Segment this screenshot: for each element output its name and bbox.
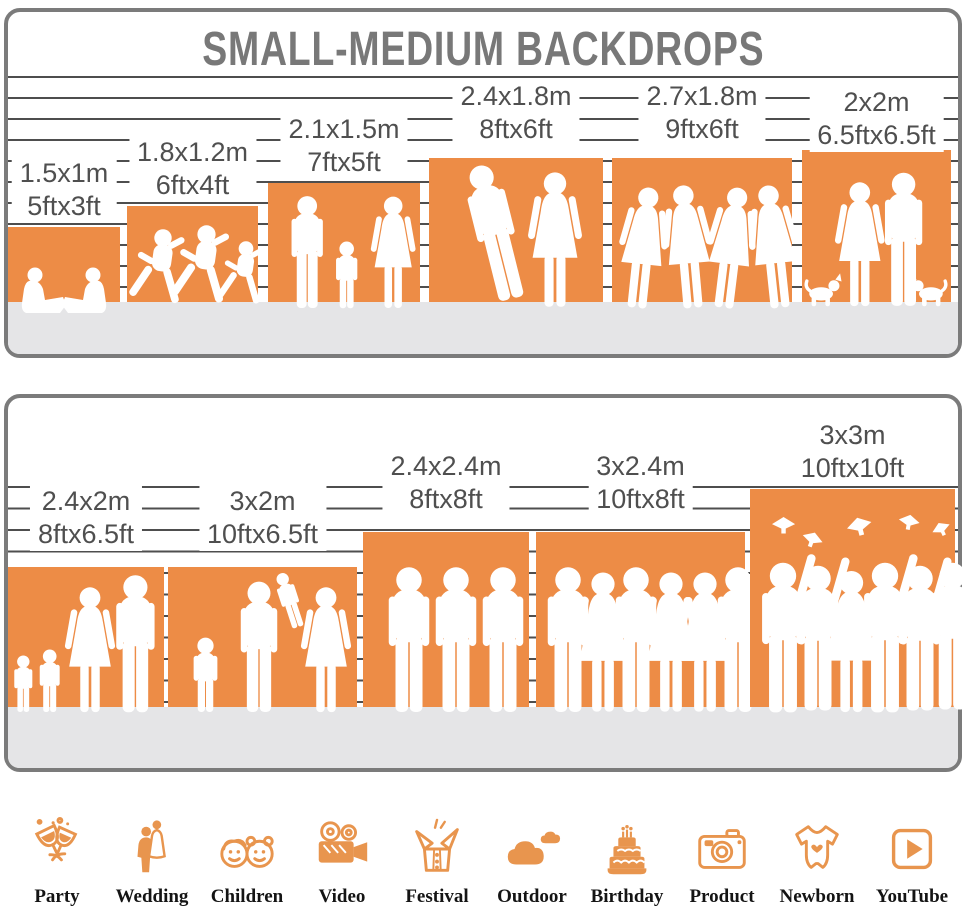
page-title: SMALL-MEDIUM BACKDROPS xyxy=(201,23,765,76)
category-label: Birthday xyxy=(590,886,664,907)
category-label: Wedding xyxy=(115,886,189,907)
three-men-silhouette xyxy=(388,567,524,712)
backdrop-2-4x2m: 2.4x2m 8ftx6.5ft xyxy=(8,485,164,713)
size-meters: 2.4x2m xyxy=(29,485,143,518)
couple-with-dogs-silhouette xyxy=(804,172,948,308)
size-label: 3x3m 10ftx10ft xyxy=(792,419,913,485)
category-label: Party xyxy=(34,886,80,907)
size-label: 2.7x1.8m 9ftx6ft xyxy=(638,80,766,146)
category-label: YouTube xyxy=(875,886,949,907)
floor-strip xyxy=(8,707,958,768)
backdrop-2-4x2-4m: 2.4x2.4m 8ftx8ft xyxy=(363,450,529,712)
backdrop-2-4x1-8m: 2.4x1.8m 8ftx6ft xyxy=(429,80,603,307)
backdrop-2-7x1-8m: 2.7x1.8m 9ftx6ft xyxy=(612,80,806,311)
category-birthday: Birthday xyxy=(580,798,674,908)
family-lifting-child-silhouette xyxy=(193,570,352,713)
size-meters: 2.4x2.4m xyxy=(382,450,510,483)
category-festival: Festival xyxy=(390,798,484,908)
size-feet: 10ftx8ft xyxy=(588,483,693,516)
size-label: 3x2.4m 10ftx8ft xyxy=(588,450,693,516)
size-meters: 1.5x1m xyxy=(11,157,117,190)
size-label: 3x2m 10ftx6.5ft xyxy=(198,485,327,551)
size-meters: 2.4x1.8m xyxy=(452,80,580,113)
size-feet: 6.5ftx6.5ft xyxy=(809,119,944,152)
small-medium-panel: SMALL-MEDIUM BACKDROPS 1.5x1m 5ftx3ft 1.… xyxy=(4,8,962,358)
children-reading-silhouette xyxy=(21,267,107,313)
size-meters: 3x3m xyxy=(792,419,913,452)
category-outdoor: Outdoor xyxy=(485,798,579,908)
size-label: 2.4x2m 8ftx6.5ft xyxy=(29,485,143,551)
backdrop-1-8x1-2m: 1.8x1.2m 6ftx4ft xyxy=(127,136,266,305)
category-children: Children xyxy=(200,798,294,908)
size-label: 2.4x1.8m 8ftx6ft xyxy=(452,80,580,146)
size-feet: 8ftx6.5ft xyxy=(29,518,143,551)
outdoor-clouds-icon xyxy=(507,831,561,865)
children-faces-icon xyxy=(220,835,274,868)
size-feet: 8ftx8ft xyxy=(382,483,510,516)
size-meters: 1.8x1.2m xyxy=(128,136,257,169)
backdrop-2-1x1-5m: 2.1x1.5m 7ftx5ft xyxy=(268,113,420,309)
category-label: Product xyxy=(689,886,755,907)
size-label: 1.5x1m 5ftx3ft xyxy=(11,157,117,223)
category-label: Newborn xyxy=(779,886,855,907)
group-of-friends-silhouette xyxy=(547,567,759,712)
size-feet: 10ftx10ft xyxy=(792,452,913,485)
newborn-onesie-icon xyxy=(795,825,839,869)
floor-strip xyxy=(8,302,958,354)
backdrop-3x3m: 3x3m 10ftx10ft xyxy=(750,419,955,707)
category-label: Video xyxy=(318,886,366,907)
wedding-couple-icon xyxy=(137,820,166,873)
size-meters: 2.1x1.5m xyxy=(280,113,408,146)
category-row: Party Wedding xyxy=(0,798,969,908)
dancing-girls-silhouette xyxy=(612,182,806,311)
birthday-cake-icon xyxy=(607,824,647,875)
category-label: Festival xyxy=(405,886,469,907)
wedding-couple-silhouette xyxy=(460,161,583,307)
size-label: 1.8x1.2m 6ftx4ft xyxy=(128,136,257,202)
size-feet: 5ftx3ft xyxy=(11,190,117,223)
size-feet: 7ftx5ft xyxy=(280,146,408,179)
size-feet: 9ftx6ft xyxy=(638,113,766,146)
panel-title-row: SMALL-MEDIUM BACKDROPS xyxy=(8,22,958,77)
category-video: Video xyxy=(295,798,389,908)
backdrop-2x2m: 2x2m 6.5ftx6.5ft xyxy=(802,86,951,308)
size-feet: 8ftx6ft xyxy=(452,113,580,146)
size-label: 2.4x2.4m 8ftx8ft xyxy=(382,450,510,516)
family-of-four-silhouette xyxy=(14,575,155,713)
party-toast-icon xyxy=(34,817,78,862)
backdrop-1-5x1m: 1.5x1m 5ftx3ft xyxy=(8,157,120,313)
category-party: Party xyxy=(10,798,104,908)
size-meters: 3x2.4m xyxy=(588,450,693,483)
backdrop-3x2-4m: 3x2.4m 10ftx8ft xyxy=(536,450,759,712)
video-camera-icon xyxy=(318,821,368,863)
family-walking-silhouette xyxy=(291,196,417,309)
size-meters: 2.7x1.8m xyxy=(638,80,766,113)
size-feet: 10ftx6.5ft xyxy=(198,518,327,551)
product-camera-icon xyxy=(698,829,746,869)
size-label: 2x2m 6.5ftx6.5ft xyxy=(809,86,944,152)
backdrop-3x2m: 3x2m 10ftx6.5ft xyxy=(168,485,357,713)
category-wedding: Wedding xyxy=(105,798,199,908)
size-meters: 2x2m xyxy=(809,86,944,119)
size-meters: 3x2m xyxy=(198,485,327,518)
category-youtube: YouTube xyxy=(865,798,959,908)
category-label: Outdoor xyxy=(497,886,567,907)
youtube-play-icon xyxy=(891,828,933,870)
graduation-group-silhouette xyxy=(750,513,955,721)
festival-gift-icon xyxy=(415,818,459,872)
category-label: Children xyxy=(210,886,284,907)
medium-large-panel: 2.4x2m 8ftx6.5ft 3x2m 10ftx6.5ft 2.4x2.4… xyxy=(4,394,962,772)
children-running-silhouette xyxy=(127,225,266,305)
category-newborn: Newborn xyxy=(770,798,864,908)
category-product: Product xyxy=(675,798,769,908)
size-feet: 6ftx4ft xyxy=(128,169,257,202)
size-label: 2.1x1.5m 7ftx5ft xyxy=(280,113,408,179)
